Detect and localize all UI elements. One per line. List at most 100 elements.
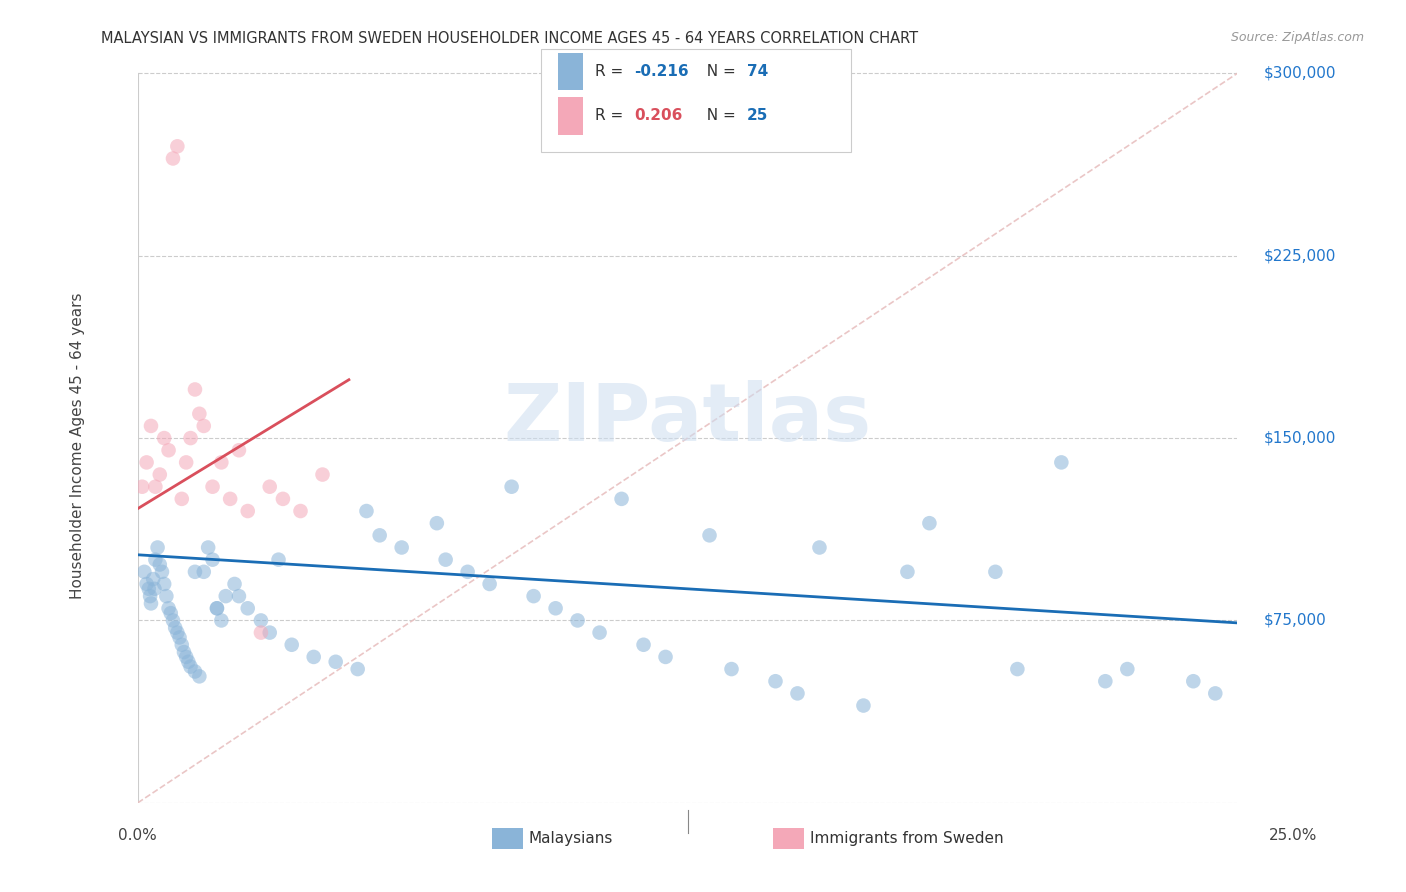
Point [391,541,413,555]
Point [250,614,273,628]
Point [720,662,742,676]
Point [426,516,449,531]
Point [159,606,181,620]
Point [567,614,589,628]
Point [215,589,238,603]
Point [356,504,378,518]
Point [205,601,228,615]
Point [478,577,501,591]
Text: N =: N = [697,64,741,78]
Point [142,572,165,586]
Point [633,638,655,652]
Text: -0.216: -0.216 [634,64,689,78]
Point [155,589,177,603]
Point [271,491,294,506]
Point [236,504,259,518]
Point [139,589,162,603]
Point [135,455,157,469]
Point [134,565,156,579]
Point [193,565,215,579]
Point [165,621,187,635]
Point [184,383,207,397]
Point [184,665,207,679]
Point [150,565,173,579]
Point [184,565,207,579]
Point [205,601,228,615]
Text: 25: 25 [747,109,768,123]
Point [197,541,219,555]
Point [259,480,281,494]
Text: Householder Income Ages 45 - 64 years: Householder Income Ages 45 - 64 years [70,293,84,599]
Point [311,467,333,482]
Point [588,625,610,640]
Point [1050,455,1073,469]
Point [209,614,232,628]
Point [699,528,721,542]
Point [153,431,176,445]
Point [153,577,176,591]
Text: 74: 74 [747,64,768,78]
Point [544,601,567,615]
Text: N =: N = [697,109,741,123]
Text: $150,000: $150,000 [1264,431,1336,446]
Point [1116,662,1139,676]
Point [149,558,172,572]
Point [765,674,787,689]
Point [610,491,633,506]
Point [173,645,195,659]
Text: Source: ZipAtlas.com: Source: ZipAtlas.com [1230,31,1364,45]
Point [290,504,312,518]
Point [162,614,184,628]
Point [149,467,172,482]
Text: R =: R = [595,109,628,123]
Point [852,698,875,713]
Point [209,455,232,469]
Point [174,649,197,664]
Point [131,480,153,494]
Point [228,589,250,603]
Point [302,649,325,664]
Point [1094,674,1116,689]
Point [170,491,193,506]
Point [170,638,193,652]
Text: 25.0%: 25.0% [1270,828,1317,843]
Point [177,655,200,669]
Point [157,443,180,458]
Text: $75,000: $75,000 [1264,613,1326,628]
Point [201,480,224,494]
Point [138,582,160,596]
Text: MALAYSIAN VS IMMIGRANTS FROM SWEDEN HOUSEHOLDER INCOME AGES 45 - 64 YEARS CORREL: MALAYSIAN VS IMMIGRANTS FROM SWEDEN HOUS… [101,31,918,46]
Point [188,407,211,421]
Point [368,528,391,542]
Point [219,491,242,506]
Point [166,139,188,153]
Point [346,662,368,676]
Text: 0.206: 0.206 [634,109,682,123]
Point [654,649,676,664]
Point [918,516,941,531]
Point [193,419,215,434]
Point [808,541,831,555]
Point [896,565,918,579]
Text: Immigrants from Sweden: Immigrants from Sweden [810,831,1004,846]
Point [162,152,184,166]
Point [984,565,1007,579]
Point [786,686,808,700]
Point [139,596,162,610]
Point [180,431,202,445]
Text: Malaysians: Malaysians [529,831,613,846]
Point [139,419,162,434]
Point [1007,662,1029,676]
Point [1182,674,1205,689]
Point [169,631,191,645]
Text: R =: R = [595,64,628,78]
Point [157,601,180,615]
Point [188,669,211,683]
Point [174,455,197,469]
Text: 0.0%: 0.0% [118,828,157,843]
Point [1204,686,1226,700]
Point [166,625,188,640]
Text: ZIPatlas: ZIPatlas [503,380,872,458]
Point [135,577,157,591]
Text: $225,000: $225,000 [1264,248,1336,263]
